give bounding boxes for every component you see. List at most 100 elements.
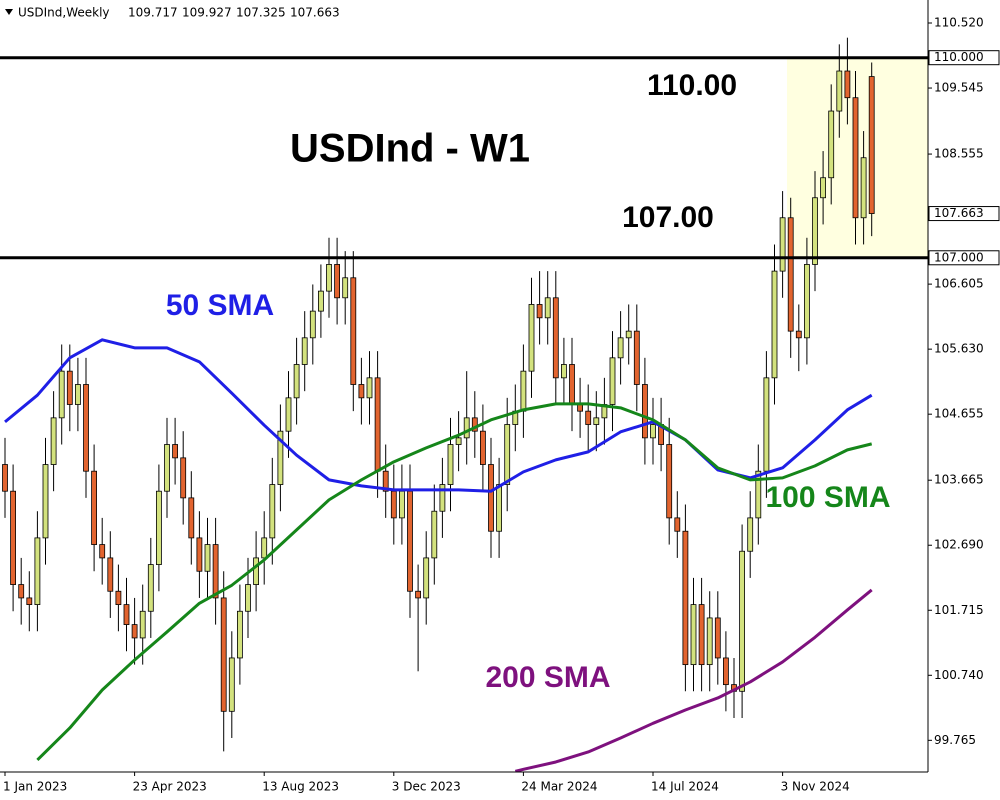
candle-body (309, 310, 316, 339)
candle-body (609, 357, 616, 405)
candle-body (617, 337, 624, 359)
candle-body (666, 444, 673, 519)
y-tick-label: 102.690 (934, 538, 984, 552)
candle-body (520, 370, 527, 412)
candle-body (374, 377, 381, 472)
x-tick-label: 23 Apr 2023 (133, 780, 207, 794)
candle-body (836, 70, 843, 112)
candle-body (844, 70, 851, 99)
level-label-box (928, 250, 1000, 266)
candle-body (155, 490, 162, 565)
candle-body (544, 297, 551, 319)
candle-body (107, 557, 114, 592)
candle-body (34, 537, 41, 605)
level-label: 110.000 (934, 50, 984, 64)
candle-body (779, 217, 786, 272)
candle-body (868, 76, 875, 214)
candle-body (66, 370, 73, 405)
candle-body (18, 584, 25, 599)
candle-body (196, 537, 203, 572)
candle-body (496, 484, 503, 532)
candle-body (447, 444, 454, 485)
candle-body (382, 470, 389, 492)
axes: 110.520 109.545 108.555 106.605 105.630 104.6… (3, 16, 1000, 794)
candle-body (755, 470, 762, 519)
candle-body (293, 364, 300, 399)
candle-body (253, 557, 260, 585)
ohlc-close: 107.663 (290, 6, 340, 20)
candle-body (860, 157, 867, 219)
annotations: USDInd - W1 110.00 107.00 50 SMA 100 SMA… (166, 69, 891, 694)
y-tick-label: 109.545 (934, 81, 984, 95)
x-tick-label: 14 Jul 2024 (651, 780, 719, 794)
y-tick-label: 101.715 (934, 603, 984, 617)
candle-body (342, 277, 349, 299)
candle-body (147, 564, 154, 612)
candle-body (212, 544, 219, 599)
candle-body (439, 484, 446, 512)
candle-body (536, 304, 543, 319)
candle-body (83, 384, 89, 472)
candle-body (585, 410, 592, 425)
candle-body (123, 604, 130, 626)
candle-body (326, 264, 332, 292)
x-tick-label: 1 Jan 2023 (3, 780, 67, 794)
sma-line (4, 338, 873, 493)
x-tick-label: 3 Dec 2023 (392, 780, 461, 794)
candle-body (26, 597, 33, 605)
candle-body (488, 464, 494, 532)
level-label: 107.000 (934, 250, 984, 264)
y-tick-label: 104.655 (934, 407, 984, 421)
menu-icon (5, 9, 13, 15)
candle-body (706, 617, 713, 666)
candle-body (431, 510, 438, 559)
candle-body (334, 264, 341, 299)
level-label-box (928, 50, 1000, 66)
candle-body (204, 544, 211, 572)
candle-body (42, 464, 49, 539)
candle-body (228, 657, 235, 712)
chart-title: USDInd - W1 (290, 127, 530, 171)
candle-body (180, 457, 187, 499)
ohlc-high: 109.927 (182, 6, 232, 20)
sma-line (36, 402, 873, 762)
candle-body (674, 517, 681, 532)
candle-body (504, 424, 511, 485)
candle-body (463, 417, 470, 439)
candle-body (577, 404, 583, 412)
candle-body (642, 384, 648, 439)
candle-body (471, 417, 478, 432)
candle-body (690, 604, 697, 666)
y-tick-label: 103.665 (934, 473, 984, 487)
candle-body (561, 364, 567, 379)
candle-body (245, 584, 251, 612)
candle-body (188, 497, 195, 539)
candle-body (633, 330, 640, 385)
y-tick-label: 105.630 (934, 342, 984, 356)
candle-body (58, 370, 65, 419)
candle-body (164, 444, 170, 492)
candle-body (415, 590, 422, 599)
y-tick-label: 110.520 (934, 16, 984, 30)
plot-area (0, 37, 928, 772)
candle-body (285, 397, 292, 432)
candle-body (10, 490, 17, 585)
candle-body (269, 484, 276, 539)
candle-body (771, 270, 778, 379)
sma-label: 50 SMA (166, 289, 274, 322)
candle-body (91, 470, 97, 545)
header: USDInd,Weekly 109.717 109.927 107.325 10… (5, 6, 340, 20)
candle-body (236, 610, 243, 659)
candle-body (2, 464, 8, 492)
candle-body (317, 290, 324, 312)
level-annotation: 107.00 (622, 201, 714, 234)
candle-body (528, 304, 535, 372)
candle-body (593, 417, 600, 425)
candle-body (99, 544, 106, 559)
candle-body (301, 337, 308, 365)
candle-body (795, 330, 802, 339)
candle-body (50, 417, 57, 465)
candle-body (220, 597, 227, 712)
